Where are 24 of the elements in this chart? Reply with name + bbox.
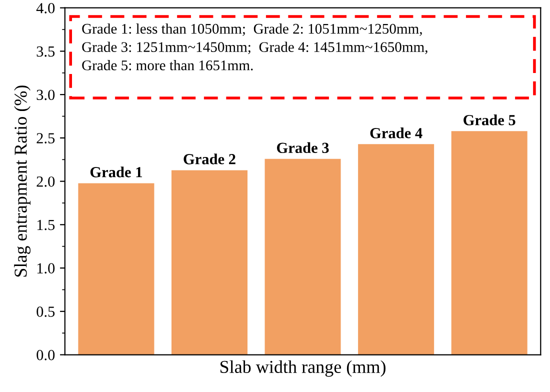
x-tick-label: Grade 2 bbox=[184, 154, 236, 164]
y-tick-label: 0.5 bbox=[36, 306, 55, 317]
y-tick-label: 2.0 bbox=[36, 176, 55, 187]
x-tick-label: Grade 5 bbox=[464, 114, 516, 126]
bar bbox=[358, 144, 434, 355]
y-axis-title: Slag entrapment Ratio (%) bbox=[14, 86, 31, 277]
bar bbox=[171, 170, 248, 355]
y-tick-label: 0.0 bbox=[36, 350, 55, 360]
y-tick-label: 2.5 bbox=[36, 133, 55, 144]
x-tick-label: Grade 3 bbox=[277, 142, 329, 154]
bar bbox=[78, 183, 154, 355]
annotation: Grade 3: 1251mm~1450mm; Grade 4: 1451mm~1650mm, bbox=[82, 42, 428, 54]
y-tick-label: 1.5 bbox=[37, 220, 55, 230]
x-tick-label: Grade 1 bbox=[90, 166, 142, 178]
bar bbox=[451, 131, 528, 355]
y-tick-label: 4.0 bbox=[36, 2, 55, 14]
y-tick-label: 3.0 bbox=[36, 90, 55, 100]
annotation: Grade 1: less than 1050mm; Grade 2: 1051mm~1250mm, bbox=[82, 23, 422, 36]
bar bbox=[264, 158, 341, 355]
y-tick-label: 3.5 bbox=[36, 46, 55, 57]
annotation: Grade 5: more than 1651mm. bbox=[82, 60, 253, 70]
x-tick-label: Grade 4 bbox=[370, 128, 422, 138]
y-tick-label: 1.0 bbox=[37, 263, 55, 274]
x-axis-title: Slab width range (mm) bbox=[220, 360, 386, 377]
